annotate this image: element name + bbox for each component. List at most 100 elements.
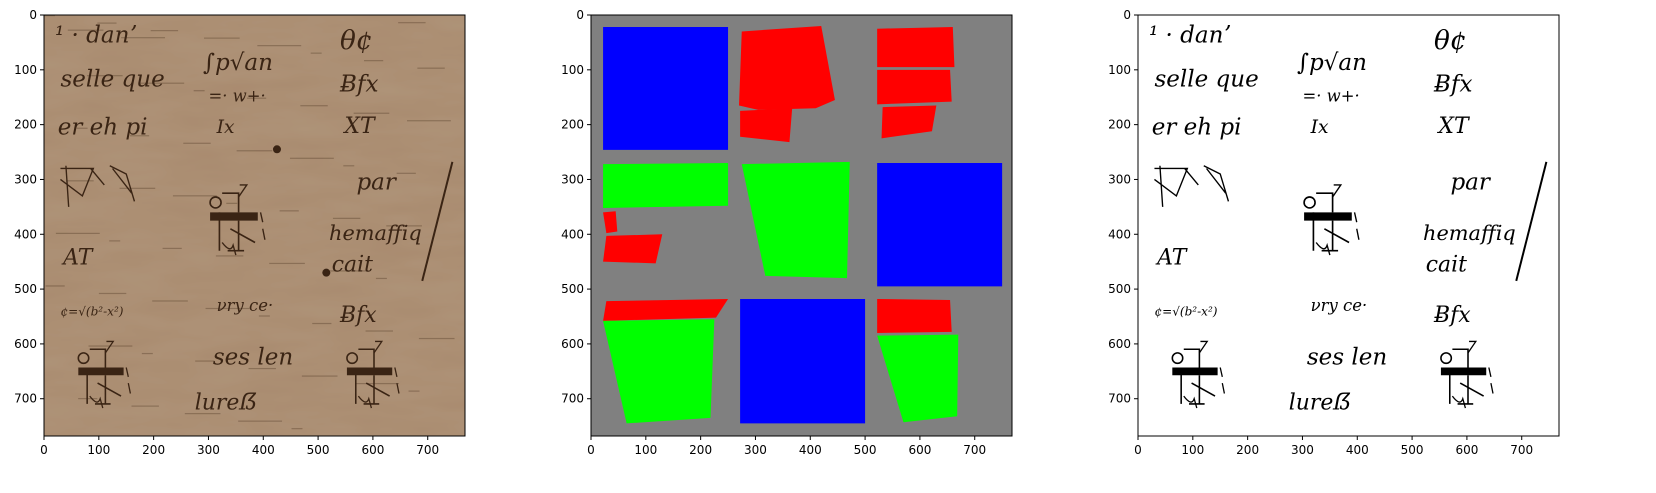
ink-speck — [141, 352, 153, 355]
handwriting-text: Ix — [216, 117, 235, 138]
region-red — [603, 234, 663, 264]
ink-speck — [183, 142, 211, 144]
x-tick-label: 400 — [1346, 443, 1369, 457]
panel-frame — [1137, 14, 1560, 437]
x-tick-label: 0 — [40, 443, 48, 457]
region-red — [740, 108, 793, 143]
handwriting-text: Ix — [1310, 117, 1329, 138]
handwriting-text: νry ce· — [217, 296, 274, 315]
handwriting-text: XT — [342, 114, 376, 139]
handwriting-text: Ƀfx — [339, 72, 378, 98]
ink-speck — [353, 112, 390, 114]
handwriting-text: Ƀfx — [339, 303, 377, 328]
diagram-letters-bc — [394, 367, 400, 394]
handwriting-text: hemaffiq — [1423, 221, 1516, 245]
ink-speck — [291, 428, 303, 430]
y-tick-label: 500 — [561, 282, 584, 296]
ink-speck — [236, 150, 273, 152]
handwriting-text: Ƀfx — [1433, 303, 1471, 328]
diagram-letters-bc — [259, 212, 266, 240]
ink-speck — [332, 217, 361, 219]
region-blue — [740, 298, 866, 424]
panel-background — [44, 15, 465, 436]
handwriting-text: par — [1450, 169, 1491, 195]
x-tick-label: 500 — [307, 443, 330, 457]
x-tick-label: 500 — [1401, 443, 1424, 457]
handwriting-text: er eh pi — [1152, 115, 1242, 141]
handwriting-text: lureẞ — [1289, 391, 1352, 416]
ink-speck — [150, 30, 179, 32]
geometry-diagram — [1171, 340, 1226, 409]
panel-drawing: ¹ · danʼ θ¢ selle que ∫p√an =· w+· er eh pi Ix… — [44, 15, 455, 436]
x-tick-label: 700 — [416, 443, 439, 457]
panel-frame — [590, 14, 1013, 437]
ink-speck — [312, 322, 332, 325]
ink-speck — [45, 285, 65, 287]
diagram-letter-d — [221, 242, 237, 256]
region-red — [877, 298, 952, 333]
panel-drawing — [603, 25, 1003, 424]
ink-speck — [44, 15, 55, 17]
x-tick-label: 600 — [908, 443, 931, 457]
ink-speck — [238, 420, 283, 422]
ink-speck — [279, 210, 299, 212]
ink-speck — [67, 29, 104, 31]
y-tick-label: 200 — [1108, 118, 1131, 132]
ink-speck — [121, 37, 165, 39]
y-tick-label: 500 — [14, 282, 37, 296]
ink-speck — [396, 172, 416, 174]
panel-frame — [43, 14, 466, 437]
ink-speck — [129, 135, 150, 137]
ink-speck — [86, 75, 123, 77]
geometry-diagram — [346, 340, 400, 409]
ink-speck — [246, 97, 267, 99]
diagram-bar — [346, 367, 393, 376]
x-tick-label: 100 — [1181, 443, 1204, 457]
diagram-bar — [1440, 367, 1487, 376]
handwriting-text: ¢=√(b²-x²) — [1154, 304, 1217, 318]
handwriting-text: hemaffiq — [329, 221, 422, 245]
y-tick-label: 200 — [14, 118, 37, 132]
ink-speck — [109, 240, 121, 242]
ink-speck — [301, 375, 338, 377]
diagram-circle — [77, 352, 90, 365]
diagram-letter-d — [357, 395, 373, 409]
y-tick-label: 200 — [561, 118, 584, 132]
handwriting-text: =· w+· — [208, 87, 265, 106]
diagram-letter-d — [1183, 395, 1198, 409]
pen-stroke — [1515, 161, 1548, 282]
region-red — [603, 298, 729, 321]
axis-ticks: 0 100 200 300 400 500 600 700 0 100 200 300 400 500 60… — [14, 8, 439, 457]
diagram-lines — [1180, 348, 1216, 405]
ink-speck — [172, 195, 217, 197]
handwriting-text: =· w+· — [1302, 87, 1359, 106]
ink-speck — [418, 337, 455, 340]
ink-speck — [300, 105, 328, 107]
y-tick-label: 500 — [1108, 282, 1131, 296]
geometry-diagram — [1303, 184, 1360, 256]
diagram-bar — [1172, 367, 1218, 376]
diagram-letter-a — [1332, 184, 1343, 198]
sketch-drawing — [60, 165, 136, 207]
diagram-lines — [354, 348, 391, 405]
diagram-letter-d — [1451, 395, 1467, 409]
ink-speck — [215, 255, 244, 257]
diagram-lines — [1312, 192, 1350, 252]
x-tick-label: 200 — [142, 443, 165, 457]
ink-speck — [364, 60, 384, 62]
handwriting-text: θ¢ — [340, 26, 373, 56]
ink-speck — [257, 45, 302, 47]
diagram-bar — [1304, 212, 1352, 221]
handwriting-text: cait — [332, 253, 373, 278]
x-tick-label: 700 — [1510, 443, 1533, 457]
y-tick-label: 0 — [576, 8, 584, 22]
y-tick-label: 600 — [1108, 337, 1131, 351]
region-red — [603, 211, 618, 234]
diagram-letter-a — [1198, 340, 1209, 354]
ink-speck — [408, 390, 420, 392]
ink-speck — [258, 315, 270, 317]
ink-speck — [343, 165, 355, 167]
handwriting-text: ¢=√(b²-x²) — [60, 304, 123, 318]
handwriting-text: ∫p√an — [203, 50, 273, 76]
ink-speck — [131, 405, 159, 407]
